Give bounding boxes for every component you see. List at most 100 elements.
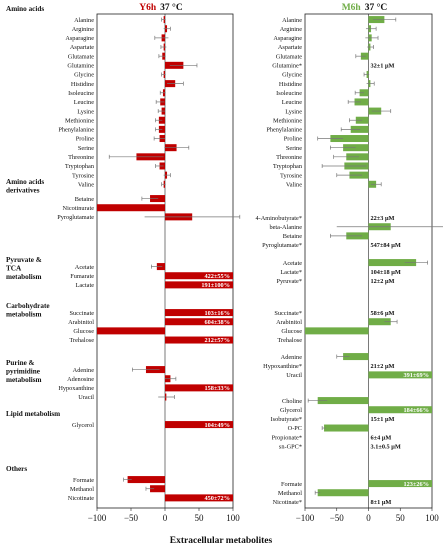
metabolite-label-uracil: Uracil <box>78 394 94 401</box>
metabolite-label-4-aminobutyrate: 4-Aminobutyrate* <box>255 215 302 222</box>
metabolite-label-methanol: Methanol <box>70 486 94 493</box>
x-tick-label: 0 <box>163 513 168 523</box>
metabolite-label-o-pc: O-PC <box>288 425 302 432</box>
bar-annotation-glycerol: 184±66% <box>404 407 430 414</box>
group-title-others: Others <box>6 465 27 473</box>
metabolite-label-isobutyrate: Isobutyrate* <box>271 416 302 423</box>
metabolite-label-adenine: Adenine <box>281 354 303 361</box>
concentration-label-isobutyrate: 15±1 μM <box>371 416 395 423</box>
metabolite-label-nicotinate: Nicotinate <box>68 495 94 502</box>
group-title-lipid-metabolism: Lipid metabolism <box>6 410 60 418</box>
bar-annotation-hypoxanthine: 158±33% <box>205 385 231 392</box>
x-tick-label: 50 <box>195 513 205 523</box>
bar-annotation-formate: 123±26% <box>404 481 430 488</box>
bar-glycerol <box>368 406 432 414</box>
x-tick-label: 0 <box>366 513 371 523</box>
panel-title-temperature: 37 °C <box>160 2 183 13</box>
metabolite-label-glycine: Glycine <box>74 72 94 79</box>
bar-annotation-trehalose: 212±57% <box>205 337 231 344</box>
metabolite-label-methionine: Methionine <box>65 117 94 124</box>
metabolite-label-asparagine: Asparagine <box>273 35 302 42</box>
metabolite-label-aspartate: Aspartate <box>278 44 302 51</box>
metabolite-label-glutamate: Glutamate <box>276 53 302 60</box>
panel-title-name: M6h <box>342 3 362 13</box>
concentration-label-succinate: 58±6 μM <box>371 310 395 317</box>
metabolite-label-leucine: Leucine <box>282 99 302 106</box>
bar-methanol <box>317 489 369 497</box>
group-title-line: TCA <box>6 265 22 273</box>
metabolite-label-succinate: Succinate <box>70 310 95 317</box>
metabolite-label-acetate: Acetate <box>75 264 94 271</box>
bar-arabinitol <box>165 318 233 326</box>
concentration-label-sn-gpc: 3.1±0.5 μM <box>371 444 401 451</box>
bar-annotation-lactate: 191±100% <box>201 282 230 289</box>
x-tick-label: 100 <box>226 513 240 523</box>
metabolite-label-glycerol: Glycerol <box>72 422 94 429</box>
bar-nicotinate <box>165 494 233 502</box>
bar-acetate <box>368 259 417 267</box>
bar-formate <box>127 476 165 484</box>
metabolite-label-glucose: Glucose <box>281 328 302 335</box>
metabolite-label-lysine: Lysine <box>285 108 302 115</box>
group-title-line: Amino acids <box>6 5 44 13</box>
panel-title: M6h 37 °C <box>342 2 388 13</box>
metabolite-label-asparagine: Asparagine <box>65 35 94 42</box>
metabolite-label-trehalose: Trehalose <box>69 337 94 344</box>
group-title-line: pyrimidine <box>6 368 40 376</box>
metabolite-label-nicotinurate: Nicotinurate <box>63 205 95 212</box>
group-title-line: metabolism <box>6 376 42 384</box>
bar-annotation-glycerol: 104±49% <box>205 422 231 429</box>
metabolite-label-isoleucine: Isoleucine <box>276 90 302 97</box>
bar-glucose <box>97 327 165 335</box>
metabolite-label-uracil: Uracil <box>286 372 302 379</box>
bar-leucine <box>354 98 369 106</box>
bar-nicotinurate <box>97 204 165 212</box>
metabolite-label-arabinitol: Arabinitol <box>276 319 302 326</box>
group-title-line: Amino acids <box>6 178 44 186</box>
metabolite-label-adenosine: Adenosine <box>67 376 94 383</box>
metabolite-label-trehalose: Trehalose <box>277 337 302 344</box>
metabolite-label-proline: Proline <box>76 136 94 143</box>
metabolite-label-pyruvate: Pyruvate* <box>276 278 302 285</box>
metabolite-label-succinate: Succinate* <box>274 310 302 317</box>
metabolite-label-methionine: Methionine <box>273 117 302 124</box>
metabolite-label-lactate: Lactate* <box>280 269 302 276</box>
x-tick-label: −50 <box>330 513 345 523</box>
metabolite-label-arginine: Arginine <box>72 26 94 33</box>
metabolite-label-serine: Serine <box>78 145 94 152</box>
concentration-label-lactate: 104±18 μM <box>371 269 401 276</box>
metabolite-label-glycine: Glycine <box>282 72 302 79</box>
metabolite-label-arabinitol: Arabinitol <box>68 319 94 326</box>
group-title-line: Carbohydrate <box>6 302 50 310</box>
group-title-carbohydrate-metabolism: Carbohydrate metabolism <box>6 302 50 319</box>
metabolite-label-choline: Choline <box>282 398 302 405</box>
group-title-line: metabolism <box>6 311 42 319</box>
x-tick-label: −100 <box>88 513 107 523</box>
metabolite-label-glutamate: Glutamate <box>68 53 94 60</box>
metabolite-label-glutamine: Glutamine* <box>272 63 302 70</box>
group-title-line: metabolism <box>6 273 42 281</box>
bar-annotation-succinate: 103±16% <box>205 310 231 317</box>
metabolite-label-threonine: Threonine <box>276 154 302 161</box>
metabolite-label-lysine: Lysine <box>77 108 94 115</box>
metabolite-label-glycerol: Glycerol <box>280 407 302 414</box>
bar-o-pc <box>324 424 369 432</box>
metabolite-label-pyroglutamate: Pyroglutamate* <box>262 242 302 249</box>
concentration-label-4-aminobutyrate: 22±3 μM <box>371 215 395 222</box>
bar-adenine <box>343 353 369 361</box>
metabolite-label-acetate: Acetate <box>283 260 302 267</box>
concentration-label-propionate: 6±4 μM <box>371 434 392 441</box>
metabolite-label-arginine: Arginine <box>280 26 302 33</box>
bar-uracil <box>368 371 432 379</box>
bar-annotation-arabinitol: 604±38% <box>205 319 231 326</box>
metabolite-label-phenylalanine: Phenylalanine <box>266 127 302 134</box>
bar-glucose <box>305 327 369 335</box>
y6h-panel: Y6h 37 °C −100 −50 0 50 100 Amino acids Alanine A… <box>6 2 240 523</box>
x-tick-label: 50 <box>396 513 406 523</box>
metabolite-label-tryptophan: Tryptophan <box>273 163 303 170</box>
panel-title-name: Y6h <box>139 3 157 13</box>
bar-methanol <box>150 485 165 493</box>
metabolite-label-lactate: Lactate <box>75 282 94 289</box>
metabolite-label-betaine: Betaine <box>283 233 302 240</box>
bar-choline <box>317 397 369 405</box>
